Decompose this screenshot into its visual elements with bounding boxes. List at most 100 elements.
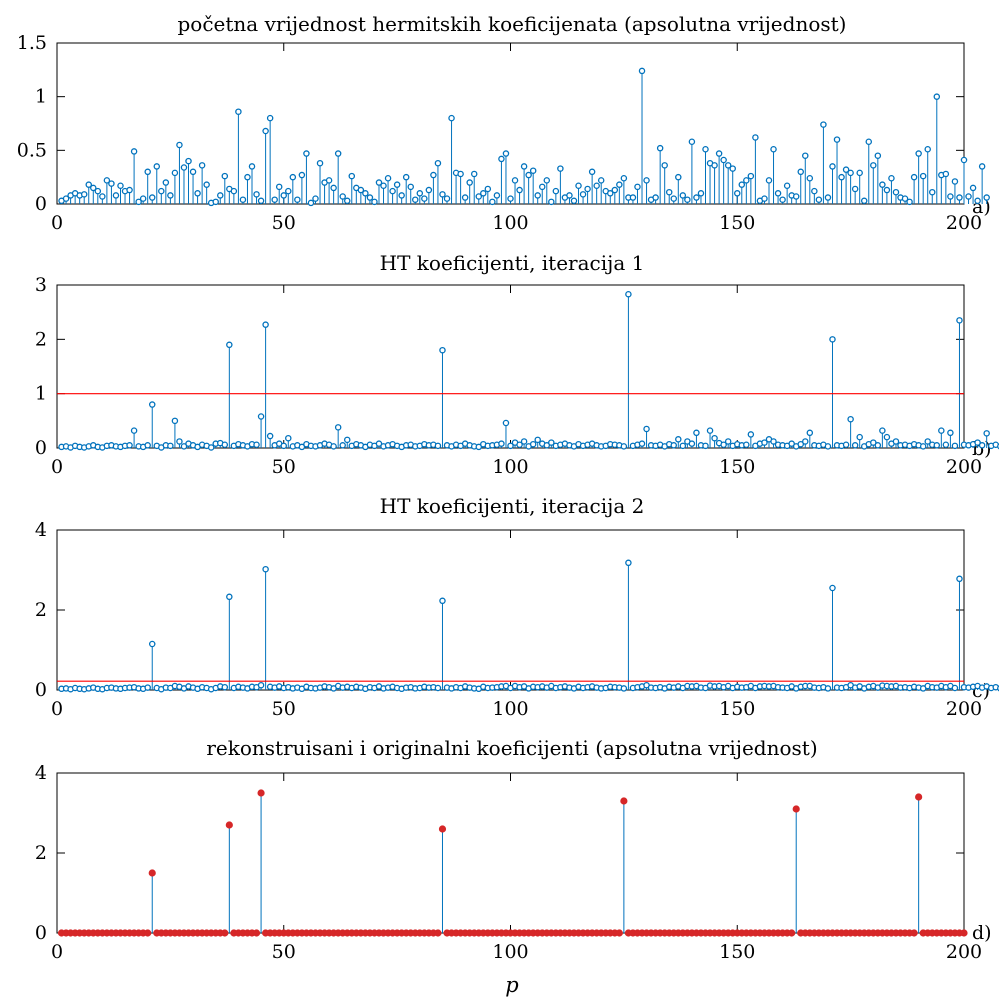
panel-b: HT koeficijenti, iteracija 1 b) — [380, 251, 992, 460]
stem-marker — [638, 440, 646, 447]
stem-marker — [548, 439, 555, 446]
stem-marker — [625, 559, 632, 567]
stem-marker — [217, 192, 224, 199]
stem-marker — [770, 438, 777, 445]
stem-marker — [638, 67, 646, 75]
stem-marker — [734, 190, 741, 197]
stem-marker — [892, 438, 900, 445]
y-tick-label: 3 — [35, 274, 47, 296]
stem-marker — [148, 401, 156, 408]
stem-marker — [520, 163, 528, 170]
stem-marker — [593, 182, 600, 190]
stem-marker — [806, 429, 814, 437]
y-tick-label: 1.5 — [17, 32, 47, 54]
stem-marker — [824, 194, 832, 201]
x-tick-label: 200 — [946, 212, 982, 234]
stem-marker — [330, 184, 337, 192]
stem-marker — [384, 174, 392, 182]
stem-marker — [888, 174, 895, 182]
stem-marker — [520, 438, 528, 445]
stem-marker — [543, 442, 551, 449]
x-tick-label: 0 — [51, 698, 63, 720]
original-coefficient-marker — [144, 929, 152, 937]
stem-marker — [607, 190, 614, 197]
stem-marker — [239, 196, 247, 203]
original-coefficient-marker — [148, 869, 156, 877]
stem-marker — [538, 183, 546, 191]
stem-marker — [874, 442, 882, 449]
stem-marker — [684, 196, 691, 203]
stem-marker — [879, 427, 886, 434]
stem-marker — [974, 197, 981, 205]
stem-marker — [579, 191, 587, 198]
stem-marker — [711, 434, 718, 442]
stem-marker — [457, 170, 464, 178]
stem-marker — [148, 640, 156, 648]
stem-marker — [389, 187, 396, 195]
stem-marker — [266, 432, 274, 440]
stem-marker — [312, 195, 319, 202]
y-tick-label: 0 — [35, 193, 47, 215]
stem-marker — [588, 168, 596, 176]
stem-marker — [253, 441, 260, 448]
stem-marker — [616, 181, 623, 188]
stem-marker — [180, 164, 188, 171]
stem-marker — [797, 440, 804, 448]
stem-marker — [924, 146, 931, 153]
stem-marker — [978, 442, 986, 449]
x-tick-label: 0 — [51, 941, 63, 963]
stem-marker — [679, 192, 687, 199]
stem-marker — [620, 443, 628, 450]
y-tick-label: 1 — [35, 383, 47, 405]
stem-marker — [860, 197, 868, 205]
stem-marker — [280, 192, 287, 199]
stem-marker — [983, 430, 990, 437]
stem-marker — [434, 159, 442, 167]
stem-marker — [516, 441, 523, 448]
stem-marker — [765, 177, 773, 184]
stem-marker — [629, 194, 637, 201]
stem-marker — [448, 114, 455, 122]
stem-marker — [870, 439, 877, 446]
stem-marker — [139, 195, 147, 202]
original-coefficient-marker — [960, 929, 968, 937]
stem-marker — [634, 183, 641, 191]
stem-marker — [325, 177, 333, 184]
stem-marker — [484, 185, 492, 193]
panel-a-plot: 0 50 100 150 200 0 0.5 1 1.5 — [17, 32, 990, 234]
stem-marker — [176, 141, 183, 149]
stem-marker — [879, 181, 886, 188]
stem-marker — [226, 593, 233, 601]
stem-marker — [221, 441, 229, 448]
stem-marker — [856, 433, 863, 441]
stem-marker — [511, 177, 519, 184]
stem-marker — [153, 163, 161, 170]
panel-a: početna vrijednost hermitskih koeficijen… — [178, 12, 991, 218]
stem-marker — [824, 685, 832, 692]
y-tick-label: 0 — [35, 679, 47, 701]
stem-marker — [466, 179, 473, 186]
stem-marker — [774, 190, 782, 197]
stem-marker — [266, 114, 274, 122]
stem-marker — [738, 181, 746, 188]
stem-marker — [230, 187, 238, 195]
stem-marker — [189, 168, 197, 176]
stem-marker — [656, 144, 664, 152]
stem-marker — [924, 438, 931, 445]
stem-marker — [779, 196, 786, 203]
stem-marker — [802, 438, 809, 445]
stem-marker — [670, 195, 678, 202]
stem-marker — [185, 157, 192, 165]
stem-marker — [534, 192, 541, 199]
stem-marker — [393, 181, 401, 188]
x-tick-label: 0 — [51, 456, 63, 478]
y-tick-label: 0.5 — [17, 139, 47, 161]
stem-marker — [248, 163, 256, 170]
x-tick-label: 100 — [492, 456, 528, 478]
stem-marker — [343, 197, 351, 205]
stem-marker — [847, 415, 854, 423]
stem-marker — [729, 165, 736, 172]
panel-c-title: HT koeficijenti, iteracija 2 — [380, 494, 645, 518]
stem-marker — [493, 192, 501, 199]
stem-marker — [720, 441, 727, 448]
